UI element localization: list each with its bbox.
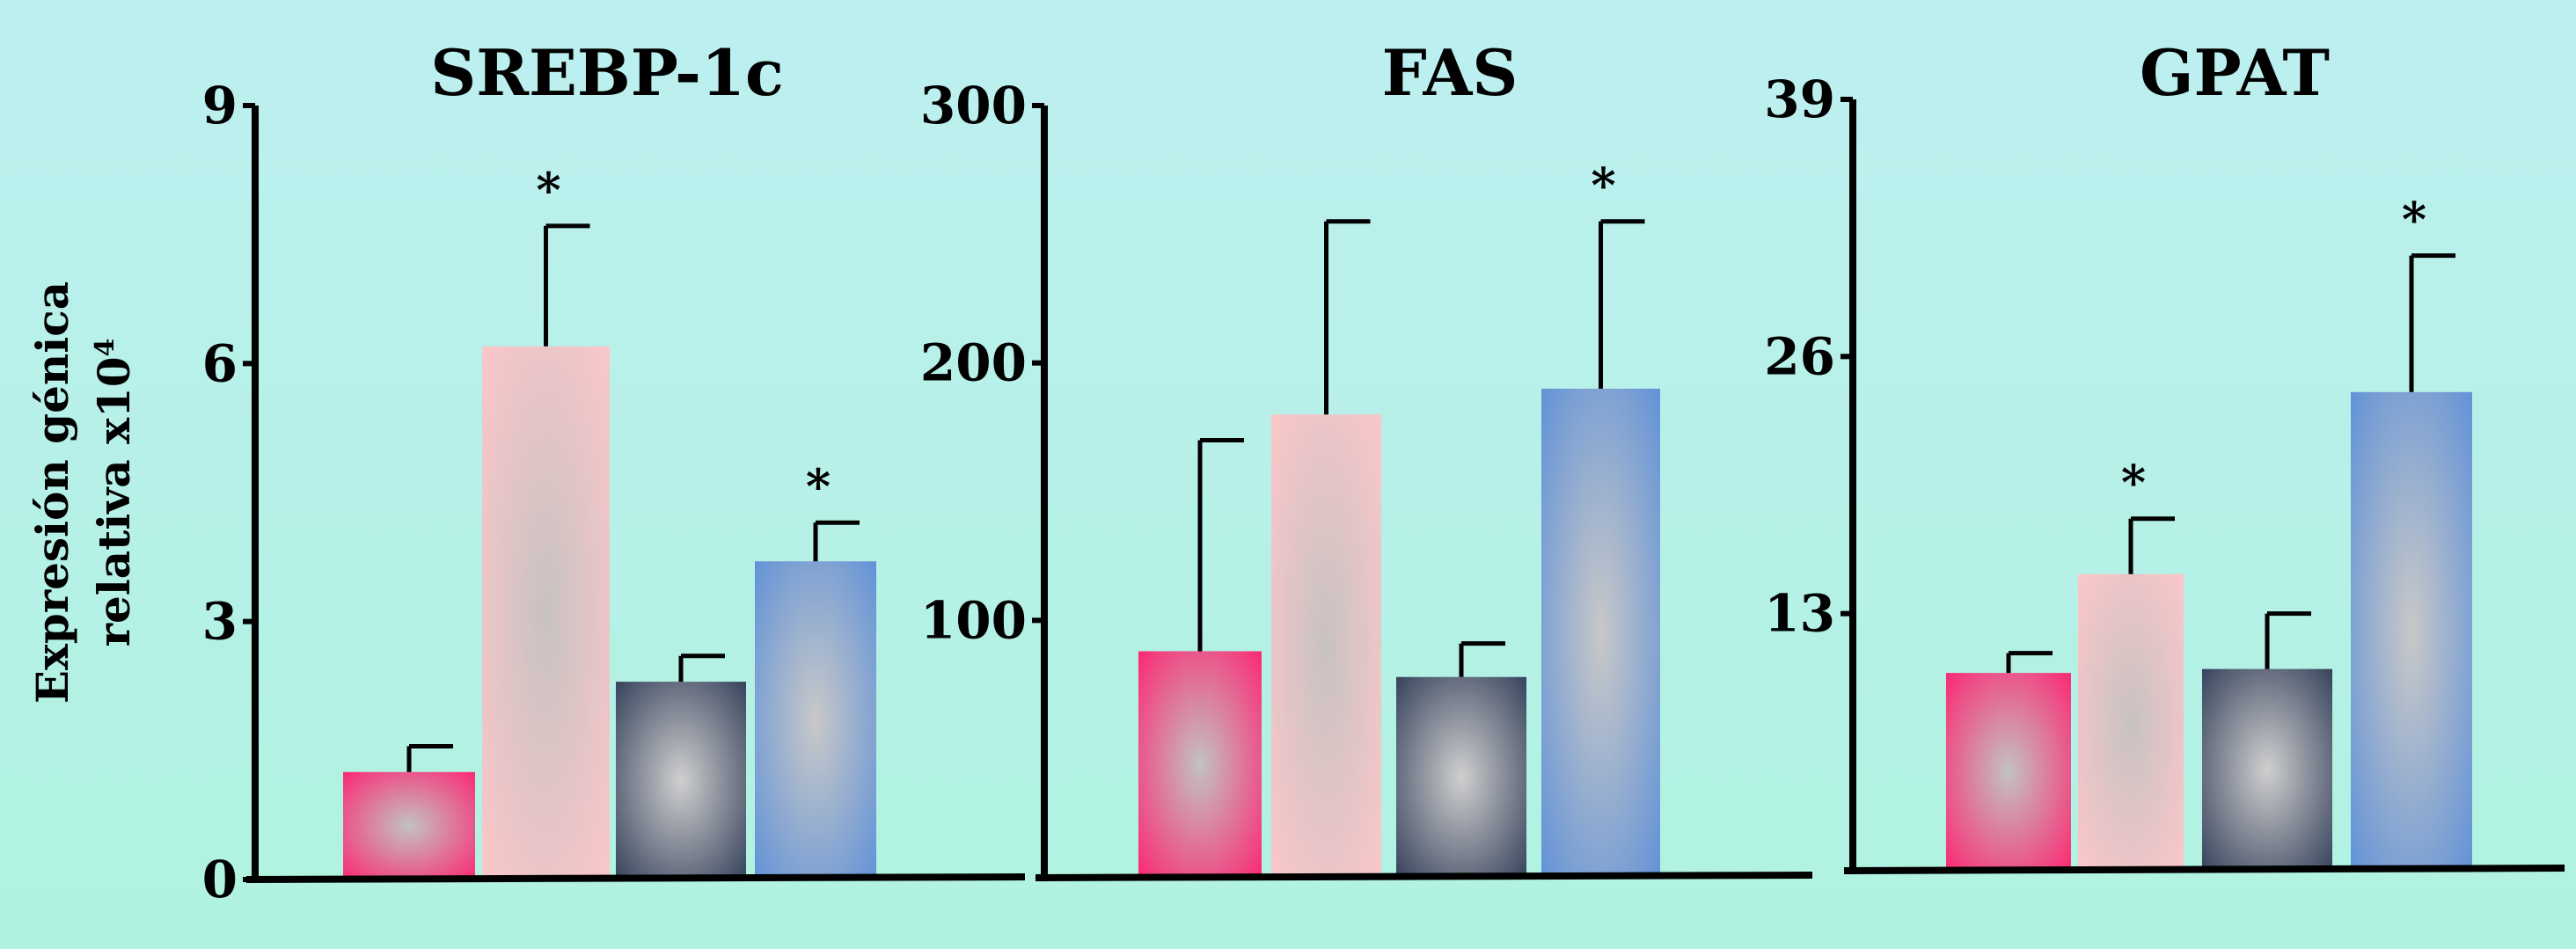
- chart-title: SREBP-1c: [430, 35, 784, 110]
- bar-3: [616, 682, 746, 880]
- bar-4: [2351, 391, 2472, 871]
- chart-panel-1: SREBP-1c * * 0 3 6 9: [202, 35, 1026, 909]
- y-tick-label: 26: [1764, 326, 1835, 386]
- x-axis: [1035, 872, 1813, 881]
- y-tick-label: 3: [202, 592, 238, 652]
- y-tick-label: 9: [202, 76, 238, 135]
- y-tick-label: 6: [202, 333, 238, 393]
- y-tick-label: 0: [202, 850, 238, 909]
- bar-2: [482, 346, 610, 880]
- x-axis: [1843, 865, 2565, 874]
- x-axis: [245, 873, 1026, 883]
- bar-4: [1541, 388, 1660, 878]
- chart-title: GPAT: [2140, 35, 2330, 110]
- significance-marker: *: [536, 162, 560, 218]
- y-tick-label: 39: [1764, 69, 1835, 129]
- y-tick-label: 300: [920, 76, 1027, 135]
- bar-1: [1138, 651, 1262, 878]
- significance-marker: *: [806, 458, 831, 515]
- y-tick-label: 200: [920, 333, 1027, 393]
- bar-1: [1946, 673, 2071, 871]
- bar-1: [343, 771, 475, 880]
- chart-panel-3: GPAT * * 13 26 39: [1764, 35, 2565, 874]
- chart-panel-2: FAS * 100 200 300: [920, 35, 1813, 881]
- y-tick-label: 100: [920, 590, 1027, 650]
- significance-marker: *: [2402, 192, 2426, 248]
- significance-marker: *: [2121, 455, 2146, 511]
- significance-marker: *: [1591, 157, 1615, 214]
- bar-2: [2078, 573, 2184, 871]
- bar-2: [1271, 414, 1381, 878]
- chart-title: FAS: [1382, 35, 1519, 110]
- y-tick-label: 13: [1764, 584, 1835, 644]
- bar-3: [2202, 668, 2332, 871]
- bar-3: [1396, 676, 1526, 878]
- bar-4: [755, 561, 876, 880]
